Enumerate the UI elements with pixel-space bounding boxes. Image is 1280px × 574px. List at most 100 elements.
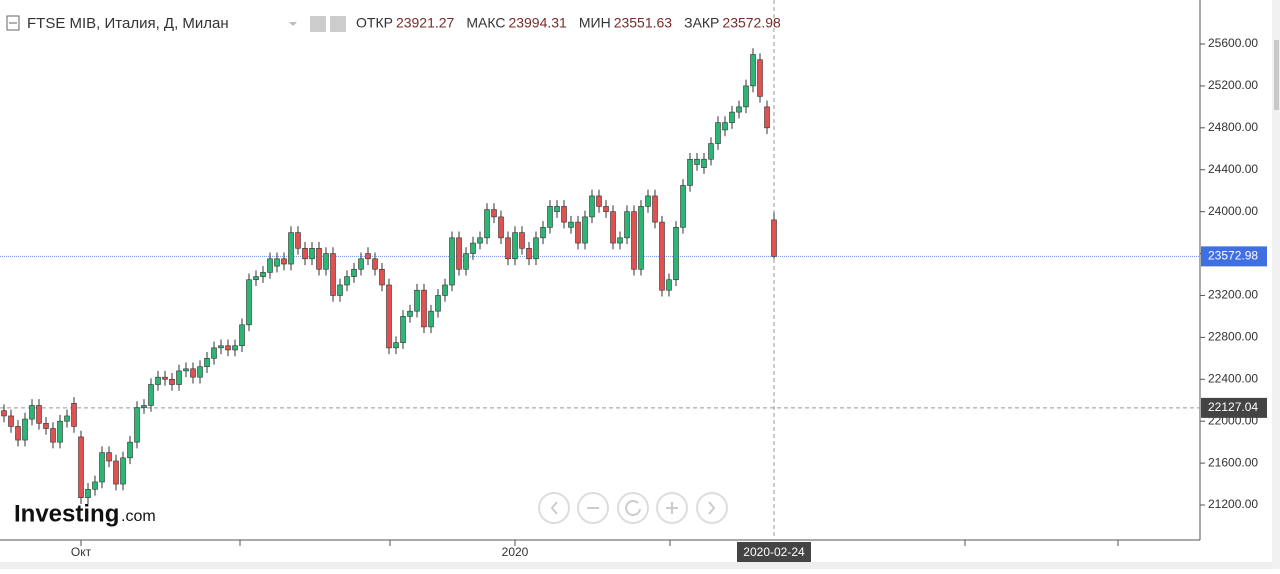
reset-button[interactable] <box>617 492 649 524</box>
watermark: Investing <box>14 500 119 527</box>
candle-body <box>134 407 140 443</box>
candle-body <box>274 258 280 267</box>
candle-body <box>15 426 21 441</box>
scroll-right-button[interactable] <box>696 492 728 524</box>
y-tick-label: 24800.00 <box>1208 120 1258 134</box>
candle-body <box>288 232 294 265</box>
scroll-thumb[interactable] <box>1274 40 1279 110</box>
candle-body <box>372 258 378 270</box>
candle-body <box>750 54 756 87</box>
dropdown-arrow[interactable] <box>289 22 297 26</box>
candle-body <box>113 460 119 485</box>
scrollbar[interactable] <box>1272 0 1280 569</box>
candle-body <box>393 342 399 349</box>
candle-body <box>603 206 609 212</box>
candle-body <box>386 284 392 349</box>
candle-body <box>736 106 742 113</box>
candle-body <box>141 405 147 408</box>
y-tick-label: 25200.00 <box>1208 78 1258 92</box>
candle-body <box>64 415 70 422</box>
eye-icon[interactable] <box>310 16 326 32</box>
candle-body <box>428 310 434 328</box>
x-tick-label: Окт <box>71 545 92 559</box>
x-tick-label: 2020 <box>502 545 529 559</box>
candle-body <box>456 237 462 270</box>
candle-body <box>715 122 721 144</box>
y-tick-label: 21200.00 <box>1208 497 1258 511</box>
collapse-icon[interactable] <box>6 15 20 31</box>
bottom-strip <box>0 562 1272 569</box>
candle-body <box>652 195 658 223</box>
candle-body <box>729 111 735 123</box>
x-crosshair-label-bg <box>737 542 811 562</box>
candle-body <box>701 158 707 168</box>
settings-icon[interactable] <box>330 16 346 32</box>
last-price-label: 23572.98 <box>1208 249 1258 263</box>
candle-body <box>610 211 616 244</box>
x-divisions <box>239 540 1119 546</box>
candle-body <box>302 248 308 260</box>
candle-body <box>71 403 77 427</box>
candle-body <box>568 221 574 228</box>
candle-body <box>722 122 728 131</box>
candle-body <box>589 195 595 218</box>
candle-body <box>435 295 441 312</box>
stat-value: 23994.31 <box>508 15 567 31</box>
candle-body <box>92 481 98 490</box>
candle-body <box>666 279 672 291</box>
candle-body <box>554 206 560 212</box>
candle-body <box>99 452 105 483</box>
watermark-suffix: .com <box>121 508 156 525</box>
candle-body <box>743 85 749 108</box>
candle-body <box>505 237 511 260</box>
y-tick-label: 22400.00 <box>1208 371 1258 385</box>
candle-body <box>477 237 483 244</box>
candle-body <box>764 106 770 129</box>
candle-body <box>36 405 42 424</box>
candle-body <box>519 232 525 249</box>
candle-body <box>316 248 322 270</box>
candle-body <box>470 242 476 254</box>
candle-body <box>232 345 238 351</box>
candle-body <box>582 216 588 244</box>
candle-body <box>771 219 777 257</box>
candle-body <box>43 422 49 429</box>
candle-body <box>239 324 245 347</box>
candle-body <box>526 248 532 260</box>
candle-body <box>617 237 623 244</box>
candle-body <box>673 227 679 281</box>
candle-body <box>323 253 329 270</box>
candle-body <box>330 253 336 296</box>
candle-body <box>631 211 637 270</box>
chart-title: FTSE MIB, Италия, Д, Милан <box>27 15 229 32</box>
candle-body <box>295 232 301 249</box>
stat-label: МИН <box>579 15 611 31</box>
stat-label: МАКС <box>466 15 505 31</box>
crosshair-label: 22127.04 <box>1208 400 1258 414</box>
candle-body <box>358 258 364 270</box>
candle-body <box>757 59 763 97</box>
candle-body <box>680 185 686 228</box>
candle-body <box>120 457 126 485</box>
y-tick-label: 25600.00 <box>1208 36 1258 50</box>
candle-body <box>379 268 385 286</box>
y-tick-label: 23200.00 <box>1208 288 1258 302</box>
stat-value: 23551.63 <box>614 15 673 31</box>
candle-body <box>491 209 497 218</box>
candle-body <box>260 272 266 277</box>
candle-body <box>414 289 420 312</box>
candle-body <box>708 143 714 160</box>
candle-body <box>575 221 581 244</box>
candle-body <box>351 268 357 277</box>
scroll-left-button[interactable] <box>538 492 570 524</box>
candle-body <box>22 418 28 441</box>
y-tick-label: 22800.00 <box>1208 330 1258 344</box>
candle-body <box>645 195 651 207</box>
candle-body <box>694 158 700 165</box>
candle-body <box>624 211 630 239</box>
candle-body <box>211 347 217 359</box>
crosshair-label-bg <box>1201 397 1267 418</box>
candle-body <box>162 376 168 380</box>
